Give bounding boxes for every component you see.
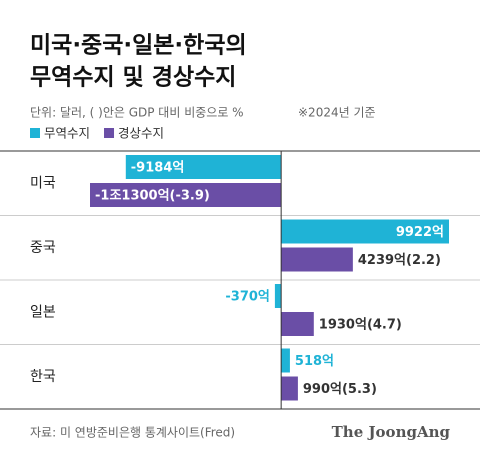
- value-label: 4239억(2.2): [358, 253, 441, 268]
- value-label: 9922억: [396, 225, 444, 240]
- source: 자료: 미 연방준비은행 통계사이트(Fred): [30, 425, 235, 440]
- value-label: 518억: [295, 354, 334, 369]
- category-label: 중국: [30, 240, 56, 256]
- bar: [281, 312, 314, 336]
- bar: [274, 284, 282, 308]
- bar: [281, 348, 290, 373]
- category-label: 한국: [30, 369, 56, 385]
- legend-label: 무역수지: [44, 126, 90, 141]
- category-label: 일본: [30, 304, 56, 320]
- category-label: 미국: [30, 175, 56, 191]
- value-label: 990억(5.3): [303, 382, 377, 397]
- date-note: ※2024년 기준: [298, 106, 376, 120]
- value-label: -1조1300억(-3.9): [95, 189, 210, 204]
- bar: [125, 155, 282, 179]
- value-label: -370억: [225, 290, 270, 305]
- bar: [281, 247, 353, 272]
- legend-swatch: [30, 128, 40, 138]
- bar: [281, 376, 298, 401]
- bar: [90, 183, 282, 207]
- brand: The JoongAng: [332, 423, 451, 441]
- bar: [281, 219, 449, 244]
- legend-swatch: [104, 128, 115, 138]
- title-line: 미국·중국·일본·한국의: [30, 33, 247, 59]
- legend-label: 경상수지: [118, 126, 164, 141]
- value-label: 1930억(4.7): [319, 318, 402, 333]
- title-line: 무역수지 및 경상수지: [30, 65, 236, 91]
- unit-note: 단위: 달러, ( )안은 GDP 대비 비중으로 %: [30, 106, 244, 120]
- value-label: -9184억: [131, 161, 185, 176]
